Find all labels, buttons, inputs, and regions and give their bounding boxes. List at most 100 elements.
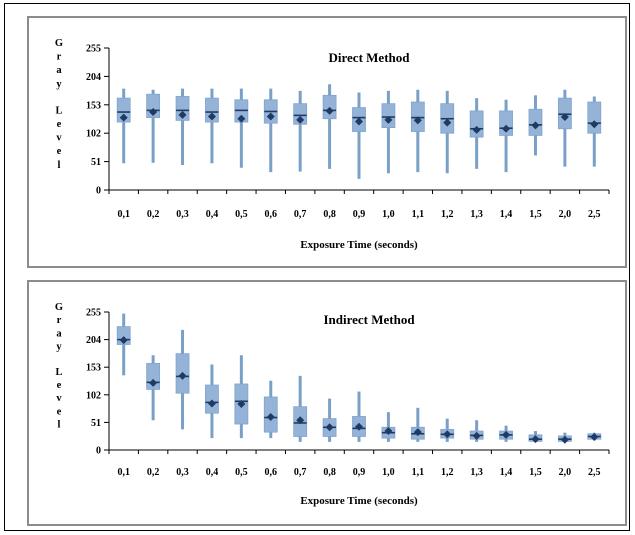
box (587, 101, 602, 134)
y-axis-label-letter: G (55, 38, 63, 49)
x-tick-label: 0,2 (147, 467, 160, 478)
mean-marker (443, 430, 452, 439)
y-axis-label-letter: r (57, 315, 62, 326)
x-tick-label: 0,6 (265, 467, 278, 478)
mean-marker (413, 116, 422, 125)
box (381, 103, 396, 129)
x-tick-label: 1,0 (382, 467, 395, 478)
mean-marker (119, 336, 128, 345)
y-axis-label-letter: G (55, 302, 63, 313)
y-tick-label: 102 (86, 129, 101, 140)
y-tick-label: 153 (86, 363, 101, 374)
chart-title: Indirect Method (323, 312, 415, 327)
y-axis-label-letter: l (58, 420, 61, 431)
mean-marker (325, 423, 334, 432)
mean-marker (384, 115, 393, 124)
x-tick-label: 1,3 (470, 209, 483, 220)
y-axis-label-letter: e (57, 146, 62, 157)
x-tick-label: 1,0 (382, 209, 395, 220)
x-tick-label: 1,2 (441, 209, 454, 220)
mean-marker (207, 399, 216, 408)
mean-marker (443, 118, 452, 127)
x-tick-label: 1,5 (529, 209, 542, 220)
y-axis-label-letter: y (56, 79, 62, 90)
mean-marker (149, 378, 158, 387)
x-tick-label: 2,0 (559, 209, 572, 220)
mean-marker (207, 112, 216, 121)
mean-marker (590, 120, 599, 129)
mean-marker (178, 110, 187, 119)
x-tick-label: 0,1 (117, 209, 129, 220)
x-tick-label: 1,4 (500, 467, 513, 478)
y-axis-label-letter: l (58, 160, 61, 171)
y-axis-label-letter: a (56, 328, 62, 339)
mean-marker (355, 422, 363, 431)
y-tick-label: 153 (86, 100, 101, 111)
y-tick-label: 51 (91, 418, 101, 429)
x-axis-label: Exposure Time (seconds) (300, 495, 418, 507)
mean-marker (266, 412, 275, 421)
box (205, 384, 219, 414)
x-tick-label: 0,8 (323, 467, 336, 478)
x-axis-label: Exposure Time (seconds) (300, 239, 418, 251)
x-tick-label: 0,6 (265, 209, 278, 220)
y-axis-label-letter: e (57, 380, 62, 391)
mean-marker (325, 106, 334, 115)
y-axis-label-letter: v (56, 393, 62, 404)
mean-marker (266, 112, 275, 121)
x-tick-label: 2,5 (588, 209, 601, 220)
chart-title: Direct Method (329, 50, 411, 65)
x-tick-label: 1,1 (412, 209, 425, 220)
x-tick-label: 2,5 (588, 467, 601, 478)
y-tick-label: 0 (96, 446, 101, 457)
mean-marker (560, 435, 569, 444)
mean-marker (355, 117, 363, 126)
x-tick-label: 0,5 (235, 209, 248, 220)
mean-marker (560, 113, 569, 122)
x-tick-label: 1,3 (470, 467, 483, 478)
y-tick-label: 255 (86, 44, 101, 55)
x-tick-label: 0,5 (235, 467, 248, 478)
mean-marker (384, 427, 393, 436)
y-tick-label: 255 (86, 308, 101, 319)
y-tick-label: 51 (91, 157, 101, 168)
x-tick-label: 0,4 (206, 209, 219, 220)
y-axis-label-letter: a (56, 65, 62, 76)
mean-marker (590, 433, 599, 442)
box (116, 97, 131, 123)
indirect-method-chart: Indirect Method051102153204255GrayLevel0… (55, 302, 610, 507)
mean-marker (531, 435, 540, 444)
mean-marker (237, 114, 246, 123)
x-tick-label: 0,1 (117, 467, 129, 478)
x-tick-label: 0,4 (206, 467, 219, 478)
mean-marker (531, 121, 540, 130)
y-axis-label-letter: r (57, 52, 62, 63)
x-tick-label: 0,2 (147, 209, 160, 220)
y-axis-label-letter: e (57, 119, 62, 130)
mean-marker (413, 428, 422, 437)
x-tick-label: 0,9 (353, 467, 366, 478)
y-axis-label-letter: L (55, 367, 62, 378)
x-tick-label: 1,4 (500, 209, 513, 220)
direct-method-chart: Direct Method051102153204255GrayLevel0,1… (55, 38, 610, 251)
x-tick-label: 0,7 (294, 467, 307, 478)
x-tick-label: 0,7 (294, 209, 307, 220)
x-tick-label: 0,8 (323, 209, 336, 220)
mean-marker (178, 371, 187, 380)
mean-marker (296, 416, 305, 425)
mean-marker (237, 400, 246, 408)
x-tick-label: 0,3 (176, 209, 189, 220)
y-tick-label: 204 (86, 72, 101, 83)
mean-marker (472, 431, 481, 440)
mean-marker (119, 113, 128, 122)
mean-marker (502, 430, 511, 439)
mean-marker (472, 125, 481, 134)
y-axis-label-letter: e (57, 406, 62, 417)
y-axis-label-letter: y (56, 342, 62, 353)
y-tick-label: 0 (96, 186, 101, 197)
x-tick-label: 1,5 (529, 467, 542, 478)
x-tick-label: 1,2 (441, 467, 454, 478)
